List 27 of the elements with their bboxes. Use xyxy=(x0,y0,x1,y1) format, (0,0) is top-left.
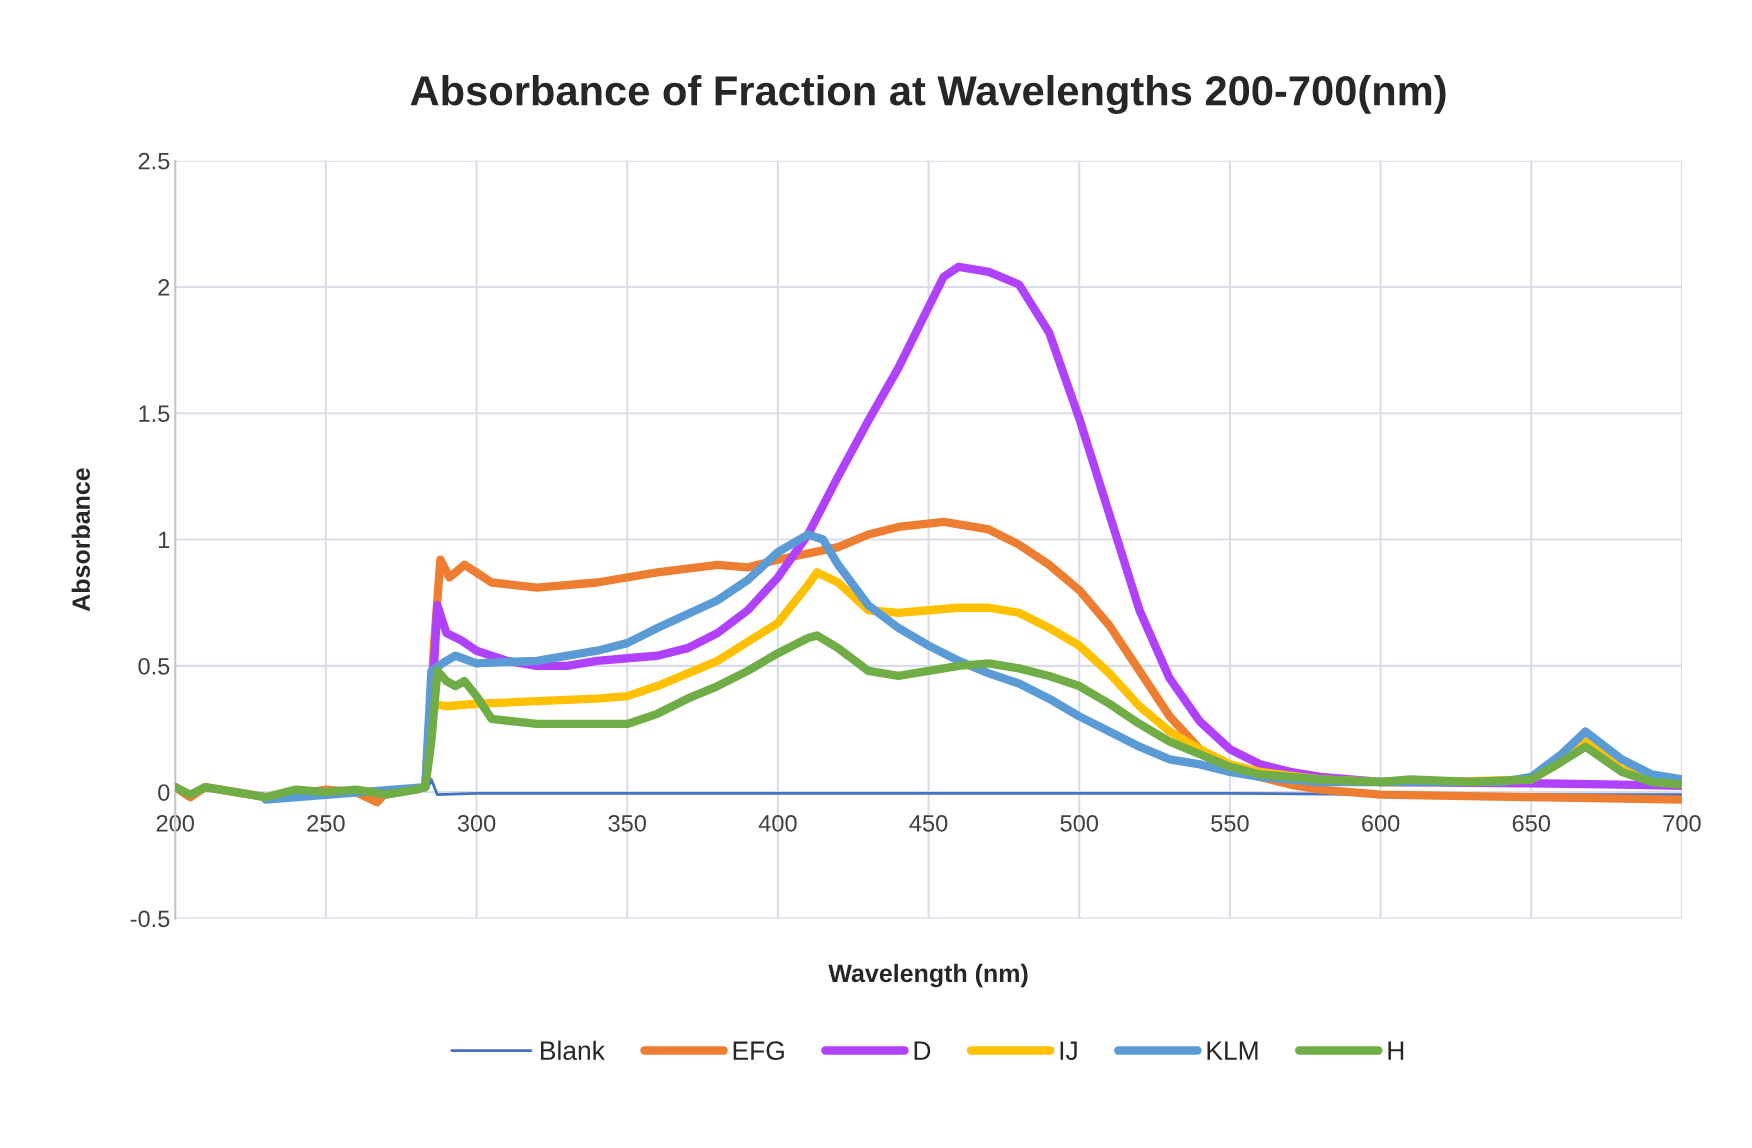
x-tick-label: 650 xyxy=(1512,814,1551,832)
x-tick-label: 600 xyxy=(1362,814,1400,832)
legend-label: Blank xyxy=(541,1040,605,1061)
x-tick-label: 500 xyxy=(1060,814,1099,832)
legend-label: KLM xyxy=(1207,1041,1258,1060)
legend-label: H xyxy=(1388,1041,1404,1060)
y-tick-label: -0.5 xyxy=(130,910,170,928)
y-tick-label: 0 xyxy=(158,784,170,801)
y-tick-label: 1.5 xyxy=(139,405,170,423)
x-tick-label: 250 xyxy=(307,814,345,832)
y-tick-label: 2.5 xyxy=(138,152,170,170)
legend-label: D xyxy=(914,1041,931,1060)
x-tick-label: 550 xyxy=(1211,814,1249,832)
chart-title: Absorbance of Fraction at Wavelengths 200-700(nm) xyxy=(410,74,1446,114)
legend-label: EFG xyxy=(733,1041,784,1061)
x-tick-label: 700 xyxy=(1663,814,1701,832)
y-tick-label: 1 xyxy=(159,531,170,549)
x-tick-label: 300 xyxy=(457,814,496,832)
x-tick-label: 400 xyxy=(758,814,797,832)
y-tick-label: 2 xyxy=(158,279,170,296)
x-axis-title: Wavelength (nm) xyxy=(828,963,1028,988)
x-tick-label: 350 xyxy=(608,814,646,832)
y-axis-title: Absorbance xyxy=(71,468,90,612)
x-tick-label: 200 xyxy=(156,814,194,832)
y-tick-label: 0.5 xyxy=(138,657,170,675)
x-tick-label: 450 xyxy=(909,814,948,832)
legend-label: IJ xyxy=(1060,1041,1077,1061)
